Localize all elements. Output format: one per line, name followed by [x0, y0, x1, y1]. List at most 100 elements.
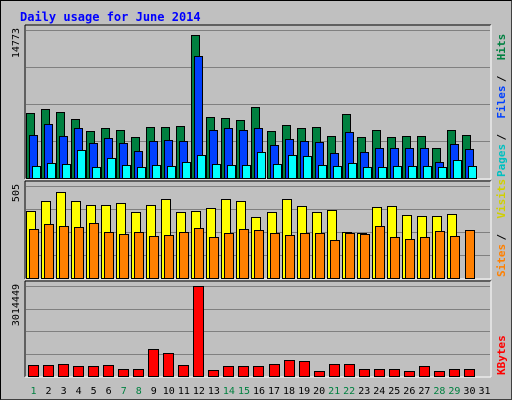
side-legend: Pages / Files / Hits	[495, 34, 508, 177]
panel-hits_files_pages: 14773 Pages / Files / Hits	[11, 24, 508, 180]
bar-pages	[92, 167, 101, 179]
y-max-label: 3014449	[11, 284, 22, 326]
bar-kbytes	[284, 360, 295, 377]
bar-pages	[257, 152, 266, 179]
bar-pages	[393, 166, 402, 179]
y-max-label: 505	[11, 184, 22, 202]
bar-sites	[29, 229, 39, 279]
x-tick-label: 29	[448, 386, 460, 397]
bar-pages	[288, 155, 297, 179]
bar-sites	[224, 233, 234, 279]
bar-sites	[360, 234, 370, 279]
bar-pages	[77, 150, 86, 179]
x-tick-label: 15	[238, 386, 250, 397]
bar-pages	[32, 166, 41, 179]
bar-sites	[345, 233, 355, 279]
x-tick-label: 8	[136, 386, 142, 397]
bar-pages	[438, 167, 447, 179]
legend-label-sites: Sites	[495, 244, 508, 277]
bar-sites	[254, 230, 264, 279]
bar-sites	[465, 230, 475, 279]
legend-label-pages: Pages	[495, 144, 508, 177]
x-tick-label: 4	[76, 386, 82, 397]
x-axis-labels: 1 2 3 4 5 6 7 8 9 10 11 12 13 14 15 16 17 18 19 20 21 22 23 24 2…	[31, 386, 491, 397]
bar-kbytes	[329, 364, 340, 377]
bar-sites	[104, 232, 114, 279]
bar-sites	[59, 226, 69, 279]
bar-kbytes	[238, 366, 249, 377]
bar-pages	[107, 158, 116, 179]
bar-pages	[167, 166, 176, 179]
bar-sites	[164, 235, 174, 279]
x-tick-label: 2	[46, 386, 52, 397]
x-tick-label: 6	[106, 386, 112, 397]
bar-sites	[149, 236, 159, 279]
x-tick-label: 16	[253, 386, 265, 397]
x-tick-label: 30	[463, 386, 475, 397]
y-max-label: 14773	[11, 28, 22, 58]
bar-sites	[44, 224, 54, 279]
x-tick-label: 18	[283, 386, 295, 397]
bar-sites	[390, 237, 400, 279]
x-tick-label: 21	[328, 386, 340, 397]
bar-pages	[62, 164, 71, 179]
legend-label-kbytes: KBytes	[495, 335, 508, 375]
x-tick-label: 7	[121, 386, 127, 397]
bar-pages	[348, 163, 357, 179]
plot-background	[25, 281, 491, 377]
bar-pages	[333, 166, 342, 179]
x-tick-label: 24	[373, 386, 385, 397]
bar-pages	[363, 167, 372, 179]
bar-sites	[119, 234, 129, 279]
bar-sites	[239, 229, 249, 279]
bar-sites	[435, 231, 445, 279]
bar-sites	[420, 237, 430, 279]
chart-title: Daily usage for June 2014	[20, 10, 201, 24]
bar-pages	[182, 162, 191, 179]
bar-sites	[270, 233, 280, 279]
bar-kbytes	[464, 369, 475, 377]
bar-sites	[405, 239, 415, 279]
bar-pages	[227, 165, 236, 179]
bar-pages	[468, 166, 477, 179]
bar-sites	[134, 232, 144, 279]
bar-kbytes	[314, 371, 325, 377]
bar-kbytes	[208, 370, 219, 377]
bar-sites	[315, 233, 325, 279]
side-legend: KBytes	[495, 335, 508, 375]
x-tick-label: 22	[343, 386, 355, 397]
bar-pages	[242, 165, 251, 179]
panel-visits_sites: 505 Sites / Visits	[11, 179, 508, 280]
bar-kbytes	[43, 365, 54, 377]
x-tick-label: 13	[208, 386, 220, 397]
x-tick-label: 14	[223, 386, 235, 397]
bar-kbytes	[359, 369, 370, 377]
bar-kbytes	[73, 366, 84, 377]
bar-pages	[212, 164, 221, 179]
bar-sites	[375, 226, 385, 279]
x-tick-label: 17	[268, 386, 280, 397]
x-tick-label: 25	[388, 386, 400, 397]
bar-kbytes	[253, 366, 264, 377]
x-tick-label: 1	[31, 386, 37, 397]
bar-sites	[89, 223, 99, 279]
bar-sites	[300, 233, 310, 279]
bar-kbytes	[344, 364, 355, 377]
bar-kbytes	[269, 364, 280, 377]
x-tick-label: 27	[418, 386, 430, 397]
bar-pages	[197, 155, 206, 179]
bar-pages	[47, 163, 56, 179]
bar-kbytes	[118, 369, 129, 377]
bar-pages	[273, 164, 282, 179]
bar-pages	[303, 156, 312, 179]
side-legend: Sites / Visits	[495, 179, 508, 277]
bar-sites	[285, 235, 295, 279]
x-tick-label: 23	[358, 386, 370, 397]
bar-sites	[450, 236, 460, 279]
bar-kbytes	[88, 366, 99, 377]
bar-sites	[194, 228, 204, 279]
legend-separator: /	[495, 75, 508, 82]
bar-kbytes	[389, 369, 400, 377]
bar-kbytes	[404, 371, 415, 377]
